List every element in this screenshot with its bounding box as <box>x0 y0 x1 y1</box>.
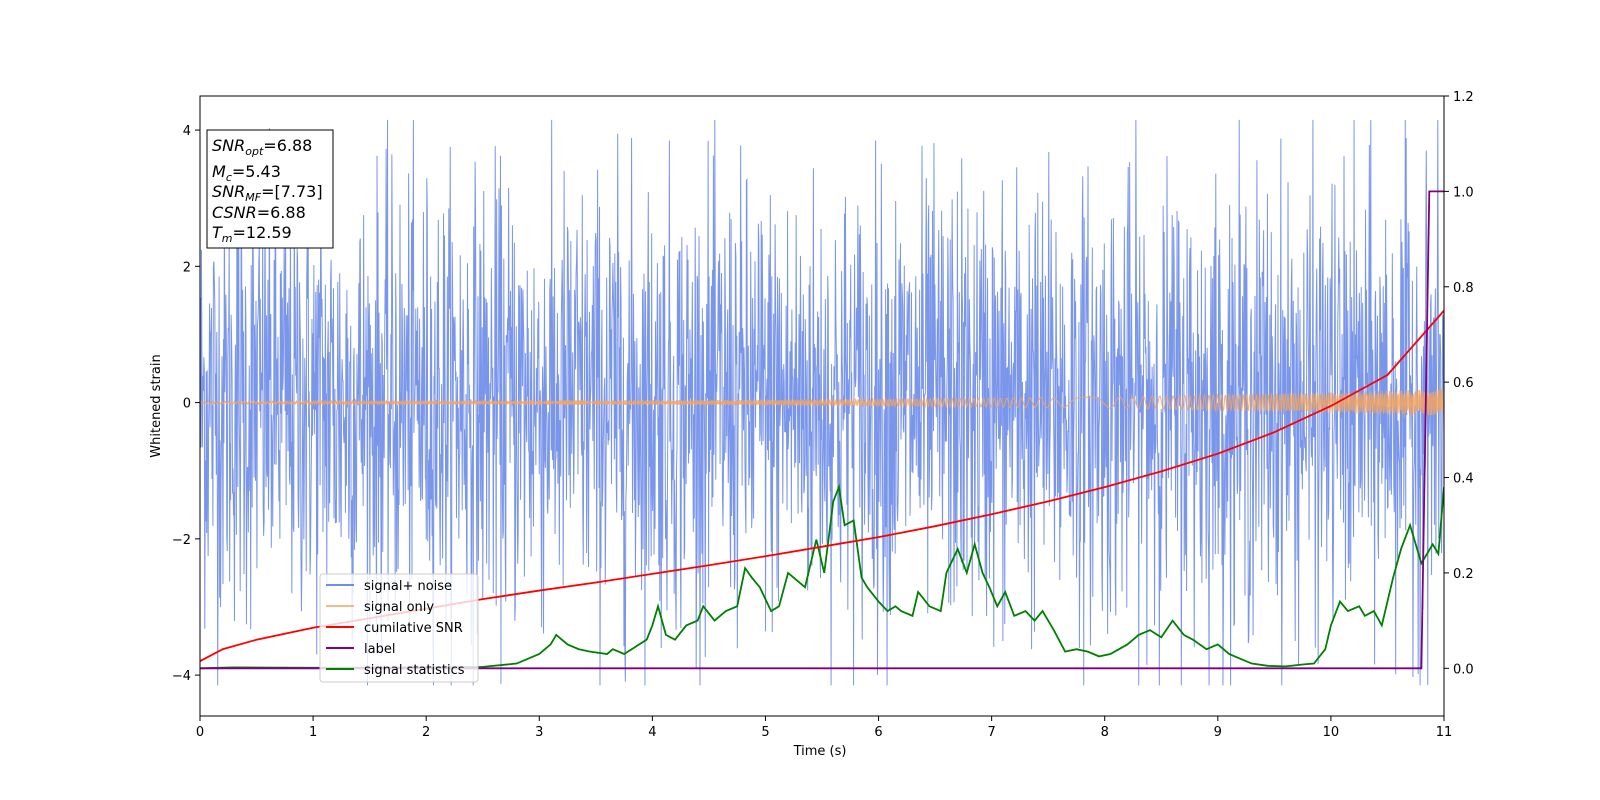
left-tick-label: 0 <box>183 397 191 412</box>
x-tick-label: 9 <box>1214 725 1222 740</box>
x-tick-label: 6 <box>874 725 882 740</box>
x-tick-label: 0 <box>196 725 204 740</box>
legend-label: label <box>364 642 395 657</box>
x-tick-label: 5 <box>761 725 769 740</box>
right-tick-label: 0.8 <box>1453 281 1474 296</box>
annotation-line: SNRMF=[7.73] <box>212 182 323 204</box>
x-tick-label: 4 <box>648 725 656 740</box>
x-tick-label: 2 <box>422 725 430 740</box>
annotation-frame <box>206 129 334 249</box>
axes-frame <box>199 95 1445 717</box>
series-label <box>200 190 1444 670</box>
right-tick-label: 0.2 <box>1453 567 1474 582</box>
x-axis-label: Time (s) <box>793 744 847 759</box>
series-signal-statistics <box>200 483 1444 670</box>
annotation-box: SNRopt=6.88 Mc=5.43SNRMF=[7.73]CSNR=6.88T… <box>206 129 334 249</box>
right-tick-label: 1.2 <box>1453 90 1474 105</box>
annotation-line: Mc=5.43 <box>212 162 281 184</box>
legend-label: signal statistics <box>364 663 465 678</box>
x-axis: 0 1 2 3 4 5 6 7 8 9 10 11 <box>196 716 1452 740</box>
x-tick-label: 1 <box>309 725 317 740</box>
annotation-line: CSNR=6.88 <box>212 203 306 222</box>
legend-label: signal+ noise <box>364 579 452 594</box>
left-y-axis: −4 −2 0 2 4 <box>172 124 200 684</box>
legend: signal+ noise signal only cumilative SNR la… <box>319 573 479 683</box>
left-tick-label: −4 <box>172 669 191 684</box>
x-tick-label: 3 <box>535 725 543 740</box>
series-signal-only <box>200 389 1444 416</box>
x-tick-label: 10 <box>1323 725 1340 740</box>
legend-label: signal only <box>364 600 434 615</box>
annotation-line: Tm=12.59 <box>212 223 292 245</box>
y-axis-label: Whitened strain <box>149 354 164 457</box>
annotation-line: SNRopt=6.88 <box>212 136 312 158</box>
legend-frame <box>319 573 479 683</box>
right-tick-label: 0.0 <box>1453 662 1474 677</box>
left-tick-label: 2 <box>183 260 191 275</box>
right-y-axis: 0.0 0.2 0.4 0.6 0.8 1.0 1.2 <box>1444 90 1474 677</box>
right-tick-label: 0.6 <box>1453 376 1474 391</box>
right-tick-label: 1.0 <box>1453 185 1474 200</box>
left-tick-label: −2 <box>172 533 191 548</box>
right-tick-label: 0.4 <box>1453 472 1474 487</box>
legend-label: cumilative SNR <box>364 621 463 636</box>
x-tick-label: 7 <box>987 725 995 740</box>
left-tick-label: 4 <box>183 124 191 139</box>
x-tick-label: 11 <box>1436 725 1453 740</box>
x-tick-label: 8 <box>1101 725 1109 740</box>
series-signal-noise <box>200 119 1444 686</box>
